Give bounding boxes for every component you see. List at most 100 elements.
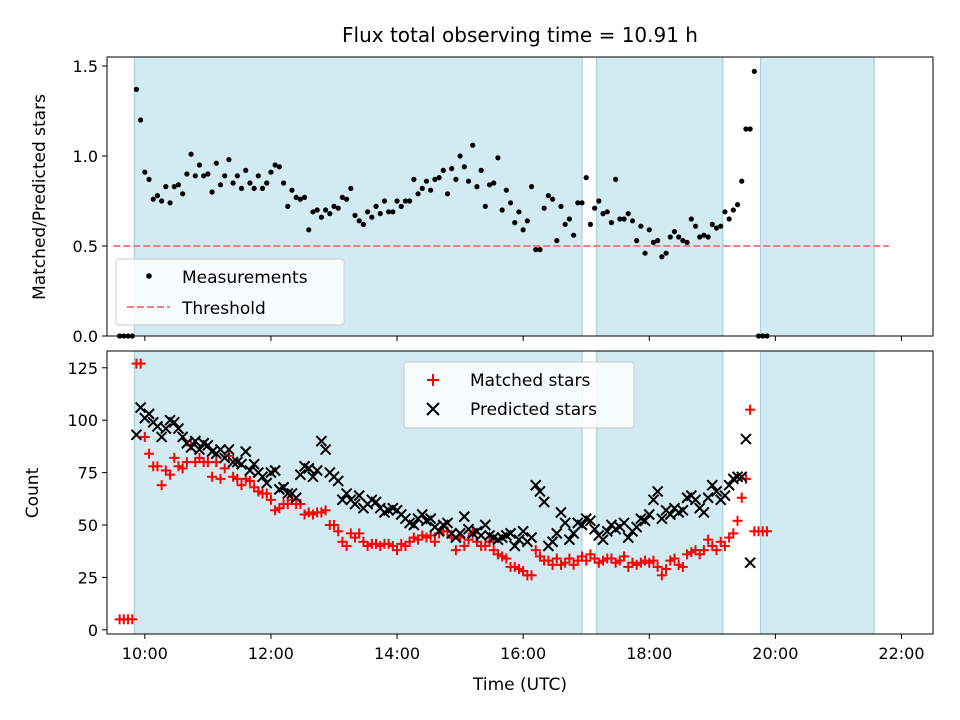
measurement-point <box>217 182 224 188</box>
measurement-point <box>369 214 375 220</box>
matched-star-point <box>139 431 150 442</box>
measurement-point <box>209 189 215 195</box>
measurement-point <box>705 234 711 240</box>
predicted-star-point <box>576 519 588 531</box>
predicted-star-point <box>282 487 294 500</box>
measurement-point <box>520 227 526 233</box>
measurement-point <box>655 238 661 244</box>
measurement-point <box>558 203 564 209</box>
measurement-point <box>150 196 156 202</box>
predicted-star-point <box>290 492 302 504</box>
matched-star-point <box>333 526 344 537</box>
predicted-star-point <box>214 443 227 456</box>
matched-star-point <box>732 515 743 526</box>
measurement-point <box>402 198 409 204</box>
matched-star-point <box>450 545 461 556</box>
measurement-point <box>310 209 316 215</box>
predicted-star-point <box>563 533 576 546</box>
measurement-point <box>751 68 757 74</box>
measurement-point <box>549 196 556 202</box>
matched-star-point <box>698 545 709 556</box>
measurement-point <box>322 207 329 213</box>
matched-star-point <box>181 457 192 468</box>
matched-star-point <box>719 540 730 551</box>
legend-label-predicted: Predicted stars <box>470 400 597 420</box>
measurement-point <box>386 209 392 215</box>
measurement-point <box>205 171 211 177</box>
measurement-point <box>575 200 581 206</box>
measurement-point <box>495 155 501 161</box>
measurement-point <box>192 173 198 179</box>
matched-star-point <box>711 545 722 556</box>
measurement-point <box>613 176 619 182</box>
measurement-point <box>713 225 720 231</box>
predicted-star-point <box>353 489 365 502</box>
predicted-star-point <box>185 441 197 454</box>
predicted-star-point <box>702 492 714 504</box>
matched-star-point <box>530 545 541 556</box>
measurement-point <box>306 227 312 233</box>
matched-star-point <box>501 553 512 564</box>
predicted-star-point <box>643 508 655 521</box>
x-axis-ticks: 10:00 12:00 14:00 16:00 18:00 20:00 22:00 <box>122 634 925 663</box>
y-axis-ticks: 0 25 50 75 100 125 <box>67 359 107 640</box>
measurement-point <box>701 232 707 238</box>
x-tick-label: 22:00 <box>878 644 924 663</box>
predicted-star-point <box>513 533 525 546</box>
measurement-point <box>592 205 598 211</box>
predicted-star-point <box>256 471 269 483</box>
measurement-point <box>188 151 194 157</box>
measurement-point <box>394 198 400 204</box>
predicted-star-point <box>689 494 702 506</box>
measurement-point <box>360 221 367 227</box>
measurement-point <box>734 202 741 208</box>
legend-label-measurements: Measurements <box>182 268 308 288</box>
matched-star-point <box>652 561 663 572</box>
measurement-point <box>251 185 257 191</box>
measurement-point <box>247 180 253 186</box>
measurement-point <box>499 207 505 213</box>
measurement-point <box>230 180 236 186</box>
measurement-point <box>491 180 497 186</box>
plot-frame <box>106 350 934 635</box>
measurement-point <box>196 162 203 168</box>
matched-star-point <box>648 555 659 566</box>
predicted-star-point <box>134 401 147 414</box>
measurement-point <box>528 184 535 190</box>
predicted-star-point <box>130 429 143 441</box>
matched-star-point <box>564 553 575 564</box>
measurement-point <box>293 194 299 200</box>
measurement-point <box>365 209 371 215</box>
predicted-star-point <box>509 540 521 552</box>
matched-star-point <box>127 614 138 625</box>
y-axis-ticks: 0.0 0.5 1.0 1.5 <box>73 57 107 346</box>
predicted-star-point <box>155 431 168 443</box>
matched-star-point <box>244 475 255 486</box>
flux-ratio-panel: 0.0 0.5 1.0 1.5 Flux total observing time =… <box>30 23 934 346</box>
measurement-point <box>709 221 715 227</box>
measurement-point <box>646 227 652 233</box>
observing-window <box>760 350 875 635</box>
legend-marker-predicted <box>426 402 440 416</box>
measurement-point <box>348 185 354 191</box>
measurement-point <box>478 167 484 173</box>
measurement-point <box>280 180 287 186</box>
matched-star-point <box>526 570 537 581</box>
measurement-point <box>180 191 186 197</box>
count-points <box>114 358 772 625</box>
measurement-point <box>684 239 690 245</box>
measurement-point <box>583 175 589 181</box>
predicted-star-point <box>227 456 239 468</box>
predicted-star-point <box>160 422 172 435</box>
measurement-point <box>516 209 522 215</box>
legend-label-matched: Matched stars <box>470 371 590 391</box>
predicted-star-point <box>504 527 517 540</box>
predicted-star-point <box>311 464 323 477</box>
predicted-star-point <box>248 458 260 470</box>
predicted-star-point <box>723 479 735 491</box>
matched-star-point <box>144 448 155 459</box>
measurement-point <box>722 209 728 215</box>
measurement-point <box>440 167 446 173</box>
measurement-point <box>243 167 249 173</box>
matched-star-point <box>728 528 739 539</box>
